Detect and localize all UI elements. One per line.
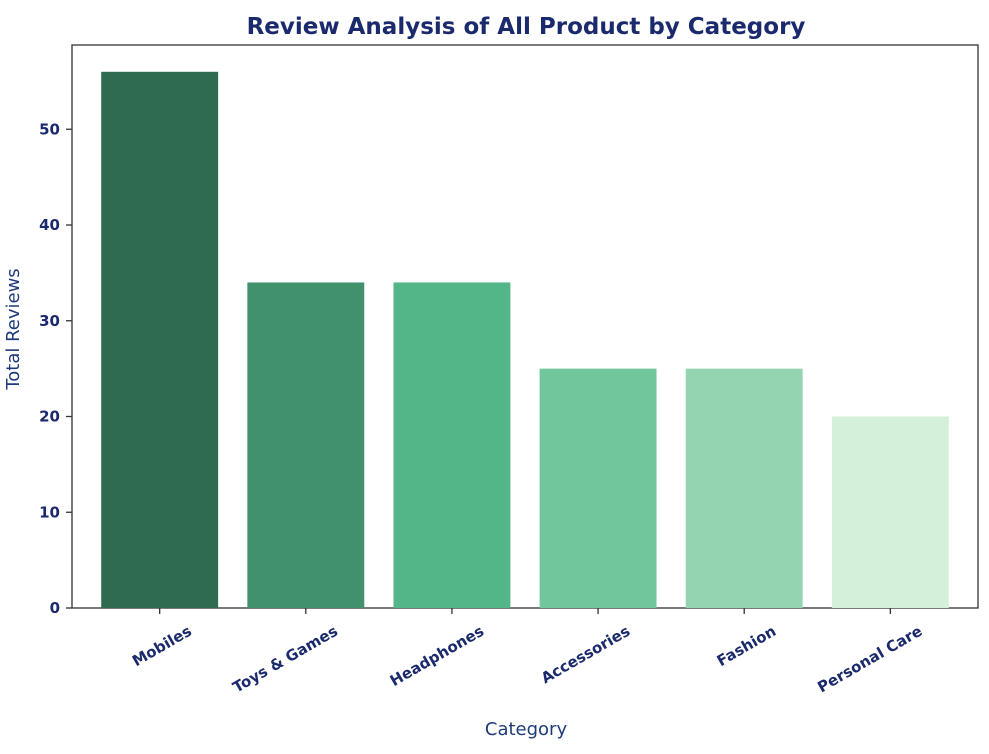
bar-personal-care: [831, 416, 949, 608]
bar-accessories: [539, 368, 657, 608]
bars-group: [101, 71, 949, 609]
y-tick-label: 20: [39, 408, 60, 426]
bar-mobiles: [101, 71, 219, 609]
x-axis-ticks: Mobiles Toys & Games Headphones Accessories…: [129, 608, 925, 696]
x-tick-label: Toys & Games: [230, 622, 341, 697]
x-tick-label: Fashion: [714, 622, 779, 670]
y-tick-label: 30: [39, 312, 60, 330]
y-axis-ticks: 0 10 20 30 40 50: [39, 120, 72, 617]
x-tick-label: Mobiles: [129, 622, 195, 670]
chart-title: Review Analysis of All Product by Catego…: [247, 14, 806, 40]
plot-frame: [71, 44, 979, 609]
x-axis-label: Category: [485, 719, 568, 740]
bar-fashion: [685, 368, 803, 608]
bar-toys-games: [247, 282, 365, 608]
y-tick-label: 0: [50, 599, 60, 617]
x-tick-label: Personal Care: [814, 622, 925, 696]
y-axis-label: Total Reviews: [3, 268, 24, 390]
x-tick-label: Accessories: [538, 622, 633, 687]
x-tick-label: Headphones: [387, 622, 487, 690]
y-tick-label: 10: [39, 503, 60, 521]
bar-headphones: [393, 282, 511, 608]
y-tick-label: 50: [39, 120, 60, 138]
y-tick-label: 40: [39, 216, 60, 234]
